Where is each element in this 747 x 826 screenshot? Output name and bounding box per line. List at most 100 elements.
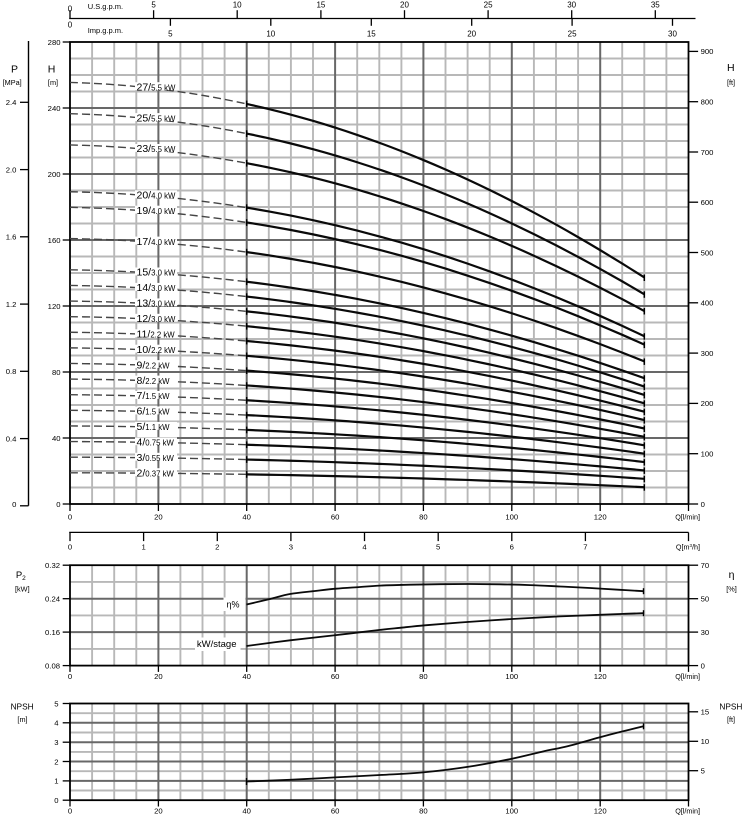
svg-text:0: 0 (701, 661, 705, 670)
svg-text:Q[l/min]: Q[l/min] (675, 672, 700, 681)
svg-text:1: 1 (141, 543, 145, 552)
svg-text:3/0.55 kW: 3/0.55 kW (137, 452, 175, 464)
svg-text:600: 600 (701, 198, 714, 207)
svg-text:4: 4 (54, 719, 59, 728)
svg-text:11/2.2 kW: 11/2.2 kW (137, 329, 176, 341)
svg-text:[MPa]: [MPa] (3, 78, 22, 87)
svg-text:40: 40 (242, 672, 251, 681)
svg-text:800: 800 (701, 98, 714, 107)
svg-text:25: 25 (568, 29, 577, 38)
svg-text:0: 0 (54, 796, 58, 805)
svg-text:20: 20 (154, 513, 163, 522)
svg-text:8/2.2 kW: 8/2.2 kW (137, 375, 171, 387)
svg-text:3: 3 (289, 543, 293, 552)
svg-text:5: 5 (54, 699, 58, 708)
svg-text:100: 100 (505, 807, 518, 816)
svg-text:[m]: [m] (17, 715, 27, 724)
svg-text:0.24: 0.24 (45, 595, 61, 604)
svg-text:1.2: 1.2 (6, 300, 17, 309)
svg-text:4/0.75 kW: 4/0.75 kW (137, 437, 175, 449)
svg-text:U.S.g.p.m.: U.S.g.p.m. (88, 2, 123, 11)
svg-text:P2: P2 (16, 570, 26, 582)
svg-text:200: 200 (48, 170, 61, 179)
svg-text:100: 100 (701, 450, 714, 459)
svg-text:10: 10 (233, 1, 242, 10)
svg-text:20/4.0 kW: 20/4.0 kW (137, 190, 177, 202)
svg-text:5: 5 (701, 767, 705, 776)
svg-text:20: 20 (154, 807, 163, 816)
svg-text:0.8: 0.8 (6, 367, 17, 376)
svg-text:500: 500 (701, 248, 714, 257)
svg-text:Imp.g.p.m.: Imp.g.p.m. (88, 26, 123, 35)
svg-text:200: 200 (701, 399, 714, 408)
svg-text:13/3.0 kW: 13/3.0 kW (137, 298, 177, 310)
svg-text:20: 20 (400, 1, 409, 10)
svg-text:80: 80 (419, 513, 428, 522)
svg-text:0.32: 0.32 (45, 561, 60, 570)
svg-text:0.08: 0.08 (45, 661, 60, 670)
svg-text:80: 80 (419, 672, 428, 681)
svg-text:5: 5 (436, 543, 440, 552)
svg-text:4: 4 (362, 543, 367, 552)
svg-text:14/3.0 kW: 14/3.0 kW (137, 282, 177, 294)
svg-text:25: 25 (484, 1, 493, 10)
svg-text:19/4.0 kW: 19/4.0 kW (137, 205, 177, 217)
svg-text:0: 0 (68, 4, 73, 13)
svg-text:120: 120 (594, 807, 607, 816)
svg-text:60: 60 (331, 513, 340, 522)
svg-text:27/5.5 kW: 27/5.5 kW (137, 81, 177, 93)
svg-text:25/5.5 kW: 25/5.5 kW (137, 112, 177, 124)
svg-text:40: 40 (242, 807, 251, 816)
svg-text:7/1.5 kW: 7/1.5 kW (137, 390, 171, 402)
svg-text:5/1.1 kW: 5/1.1 kW (137, 421, 171, 433)
svg-text:40: 40 (52, 434, 61, 443)
svg-text:300: 300 (701, 349, 714, 358)
svg-text:1: 1 (54, 777, 58, 786)
svg-text:30: 30 (701, 628, 710, 637)
svg-text:2/0.37 kW: 2/0.37 kW (137, 467, 175, 479)
svg-text:[ft]: [ft] (727, 78, 735, 87)
svg-text:0: 0 (68, 672, 72, 681)
svg-text:Q[m3/h]: Q[m3/h] (676, 543, 700, 552)
svg-text:40: 40 (242, 513, 251, 522)
svg-text:160: 160 (48, 236, 61, 245)
svg-text:3: 3 (54, 738, 58, 747)
svg-text:2.4: 2.4 (6, 98, 17, 107)
svg-text:0: 0 (68, 513, 72, 522)
svg-text:H: H (48, 63, 56, 75)
svg-text:60: 60 (331, 672, 340, 681)
svg-text:10: 10 (266, 29, 275, 38)
svg-text:400: 400 (701, 299, 714, 308)
svg-text:10: 10 (701, 737, 710, 746)
svg-text:240: 240 (48, 104, 61, 113)
svg-text:30: 30 (668, 29, 677, 38)
svg-text:1.6: 1.6 (6, 233, 17, 242)
svg-text:[kW]: [kW] (15, 585, 30, 594)
svg-text:15: 15 (367, 29, 376, 38)
svg-text:kW/stage: kW/stage (197, 639, 237, 650)
svg-text:6/1.5 kW: 6/1.5 kW (137, 406, 171, 418)
svg-text:0: 0 (701, 500, 705, 509)
svg-text:[%]: [%] (726, 585, 737, 594)
svg-text:2: 2 (54, 757, 58, 766)
svg-text:[ft]: [ft] (727, 715, 735, 724)
svg-text:100: 100 (505, 672, 518, 681)
svg-text:120: 120 (48, 302, 61, 311)
svg-text:0: 0 (56, 500, 60, 509)
svg-text:NPSH: NPSH (11, 702, 34, 712)
svg-text:35: 35 (651, 1, 660, 10)
svg-text:0: 0 (68, 807, 72, 816)
svg-text:280: 280 (48, 38, 61, 47)
svg-text:5: 5 (151, 1, 156, 10)
svg-text:0.4: 0.4 (6, 434, 17, 443)
svg-text:Q[l/min]: Q[l/min] (675, 513, 700, 522)
svg-text:0: 0 (68, 543, 72, 552)
svg-text:12/3.0 kW: 12/3.0 kW (137, 313, 177, 325)
svg-text:15/3.0 kW: 15/3.0 kW (137, 267, 177, 279)
svg-text:60: 60 (331, 807, 340, 816)
svg-text:10/2.2 kW: 10/2.2 kW (137, 344, 177, 356)
svg-text:2: 2 (215, 543, 219, 552)
svg-text:80: 80 (419, 807, 428, 816)
svg-text:120: 120 (594, 513, 607, 522)
svg-text:P: P (11, 63, 18, 75)
